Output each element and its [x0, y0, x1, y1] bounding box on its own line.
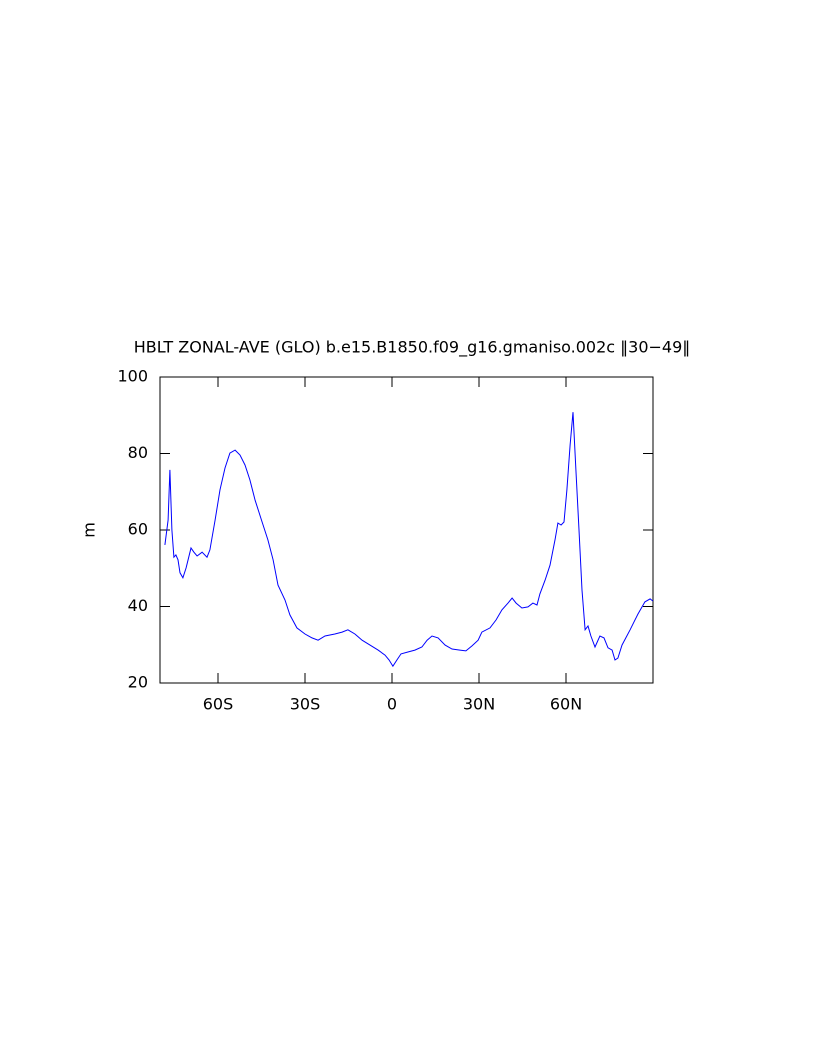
- y-tick-label: 80: [128, 443, 148, 462]
- x-tick-label: 30S: [290, 695, 321, 714]
- x-tick-label: 60N: [550, 695, 582, 714]
- y-axis-label: m: [80, 522, 99, 538]
- y-tick-label: 20: [128, 673, 148, 692]
- x-tick-label: 30N: [463, 695, 495, 714]
- data-line: [164, 412, 654, 668]
- y-tick-label: 60: [128, 520, 148, 539]
- y-tick-label: 40: [128, 596, 148, 615]
- y-tick-label: 100: [117, 367, 148, 386]
- x-tick-label: 0: [387, 695, 397, 714]
- chart-title: HBLT ZONAL-AVE (GLO) b.e15.B1850.f09_g16…: [134, 338, 691, 358]
- x-tick-label: 60S: [203, 695, 234, 714]
